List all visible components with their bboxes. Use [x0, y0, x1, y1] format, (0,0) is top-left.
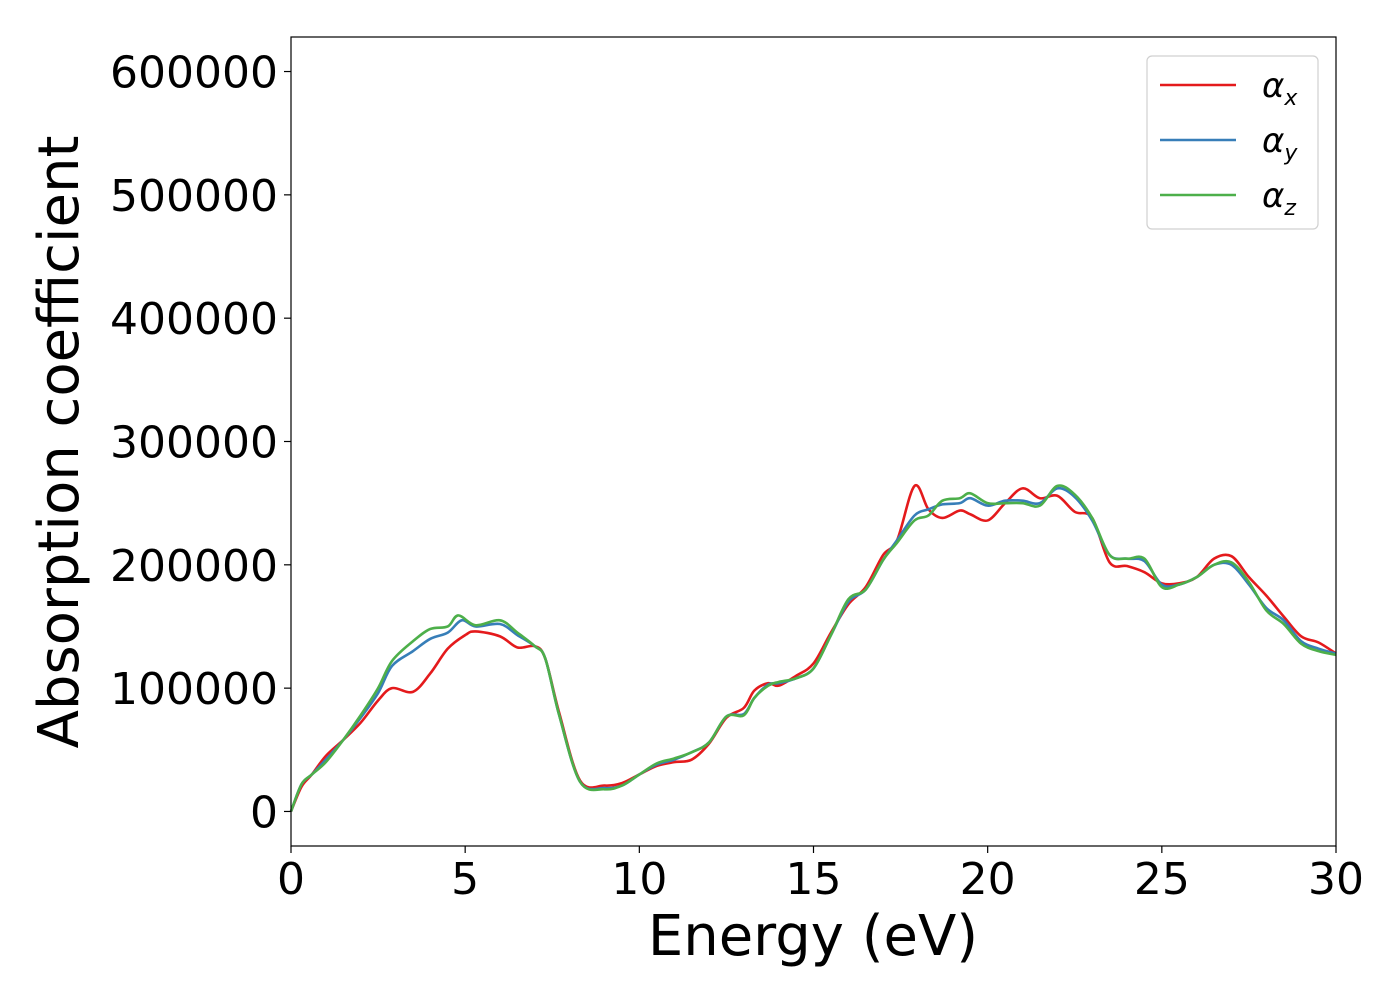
- x-tick-label: 20: [960, 854, 1016, 905]
- y-tick-label: 300000: [110, 418, 278, 469]
- y-tick-label: 600000: [110, 48, 278, 99]
- x-tick-label: 5: [451, 854, 479, 905]
- legend-subscript: y: [1283, 141, 1298, 166]
- legend-box: [1146, 55, 1319, 230]
- x-tick-label: 25: [1134, 854, 1190, 905]
- legend-subscript: x: [1283, 86, 1298, 111]
- y-tick-label: 500000: [110, 171, 278, 222]
- legend-label-alpha-y: αy: [1262, 121, 1298, 166]
- series-line-alpha-z: [289, 484, 1337, 812]
- legend-symbol: α: [1262, 121, 1284, 161]
- y-axis-label: Absorption coefficient: [27, 136, 92, 749]
- series-line-alpha-x: [289, 483, 1337, 812]
- y-tick-label: 100000: [110, 664, 278, 715]
- series-layer: [289, 483, 1337, 812]
- y-tick-label: 400000: [110, 294, 278, 345]
- y-tick-label: 0: [250, 787, 278, 838]
- legend-label-alpha-x: αx: [1262, 66, 1298, 111]
- x-tick-label: 10: [611, 854, 667, 905]
- x-tick-label: 30: [1308, 854, 1364, 905]
- y-tick-label: 200000: [110, 541, 278, 592]
- legend-symbol: α: [1262, 176, 1284, 216]
- x-axis-label: Energy (eV): [648, 904, 978, 969]
- x-tick-label: 0: [277, 854, 305, 905]
- x-tick-label: 15: [786, 854, 842, 905]
- legend-label-alpha-z: αz: [1262, 176, 1296, 221]
- x-axis: 0 5 10 15 20 25 30: [277, 846, 1364, 905]
- legend-symbol: α: [1262, 66, 1284, 106]
- legend-subscript: z: [1283, 196, 1296, 221]
- y-axis: 0 100000 200000 300000 400000 500000 600000: [110, 48, 291, 838]
